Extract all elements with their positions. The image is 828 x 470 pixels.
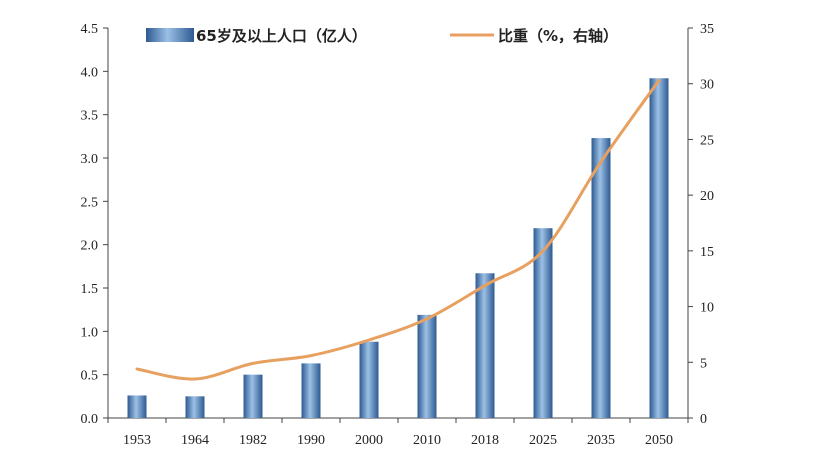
right-tick-label: 35: [700, 22, 714, 37]
line-series: [135, 78, 661, 381]
left-tick-label: 4.5: [81, 22, 99, 37]
x-tick-label: 2025: [529, 433, 557, 448]
left-tick-label: 3.0: [81, 152, 99, 167]
x-tick-label: 2018: [471, 433, 499, 448]
legend-bar-label: 65岁及以上人口（亿人）: [196, 27, 367, 45]
right-tick-label: 0: [700, 412, 707, 427]
x-axis-ticks: 1953 1964 1982 1990 2000 2010 2018 2025 2035 2050: [107, 418, 689, 448]
x-tick-label: 1990: [297, 433, 325, 448]
right-tick-label: 30: [700, 78, 714, 93]
x-tick-label: 1953: [123, 433, 151, 448]
x-tick-label: 2010: [413, 433, 441, 448]
series-line: [135, 78, 661, 381]
bar: [475, 273, 495, 418]
bar: [533, 228, 553, 418]
bar-series: [127, 78, 669, 419]
right-tick-label: 5: [700, 356, 707, 371]
x-tick-label: 1982: [239, 433, 267, 448]
bar: [591, 138, 611, 419]
left-tick-label: 3.5: [81, 109, 99, 124]
left-tick-label: 0.5: [81, 369, 99, 384]
bar: [127, 395, 147, 418]
right-tick-label: 25: [700, 133, 714, 148]
right-tick-label: 20: [700, 189, 714, 204]
left-tick-label: 4.0: [81, 65, 99, 80]
x-tick-label: 2000: [355, 433, 383, 448]
legend-line-label: 比重（%，右轴）: [498, 27, 618, 45]
left-tick-label: 2.0: [81, 239, 99, 254]
bar: [243, 374, 263, 418]
left-axis-ticks: 0.0 0.5 1.0 1.5 2.0 2.5 3.0 3.5 4.0 4.5: [81, 22, 108, 427]
left-tick-label: 1.0: [81, 325, 99, 340]
right-tick-label: 15: [700, 245, 714, 260]
bar: [417, 314, 437, 418]
left-tick-label: 0.0: [81, 412, 99, 427]
left-tick-label: 2.5: [81, 195, 99, 210]
legend: 65岁及以上人口（亿人） 比重（%，右轴）: [146, 27, 618, 45]
x-tick-label: 2035: [587, 433, 615, 448]
x-tick-label: 1964: [181, 433, 209, 448]
bar: [649, 78, 669, 419]
right-tick-label: 10: [700, 301, 714, 316]
right-axis-ticks: 0 5 10 15 20 25 30 35: [688, 22, 714, 427]
legend-bar-swatch: [146, 28, 194, 42]
x-tick-label: 2050: [645, 433, 673, 448]
bar: [301, 363, 321, 418]
plot-area: 0.00.51.01.52.02.53.03.54.04.5 051015202…: [81, 22, 715, 448]
bar: [185, 396, 205, 418]
left-tick-label: 1.5: [81, 282, 99, 297]
bar: [359, 341, 379, 418]
